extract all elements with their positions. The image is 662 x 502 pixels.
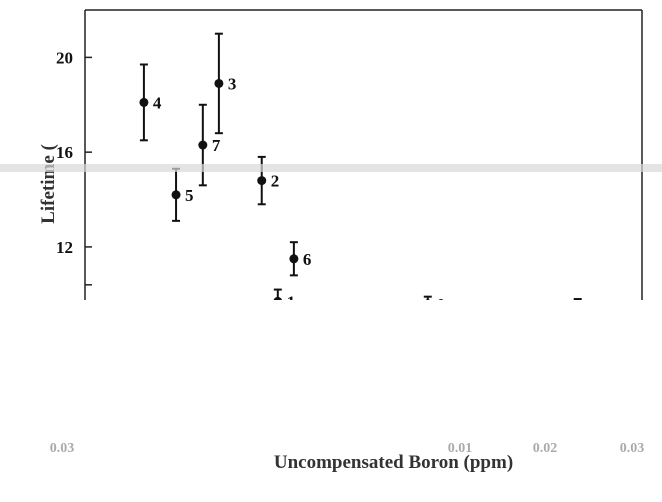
data-point [257,176,267,186]
y-axis-ticks: 12 16 20 [56,48,92,286]
x-tick-label: 0.03 [50,441,75,456]
y-tick-label: 20 [56,48,73,67]
data-point [139,97,149,107]
blank-band [0,300,662,430]
y-tick-label: 16 [56,143,73,162]
x-tick-label: 0.02 [533,441,558,456]
x-tick-label: 0.01 [448,441,473,456]
data-point [214,78,224,88]
data-point [289,254,299,264]
point-label-2: 2 [271,172,280,191]
data-point [198,140,208,150]
y-tick-label: 12 [56,238,73,257]
x-axis-tick-labels: 0.03 0.01 0.02 0.03 [50,441,645,456]
x-axis-title: Uncompensated Boron (ppm) [274,452,513,473]
glitch-band [0,164,662,172]
data-points: 43752610 [139,32,583,315]
point-label-6: 6 [303,250,312,269]
y-axis-title: Lifetime ( [38,144,59,224]
data-point [171,190,181,200]
x-tick-label: 0.03 [620,441,645,456]
point-label-5: 5 [185,186,194,205]
point-label-4: 4 [153,93,162,112]
point-label-7: 7 [212,136,221,155]
point-label-3: 3 [228,74,237,93]
